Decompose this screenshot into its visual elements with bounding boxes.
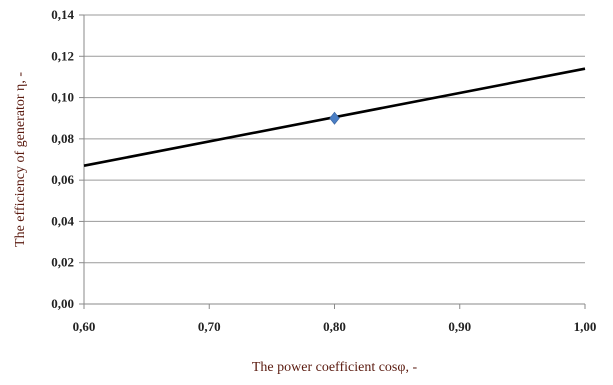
plot-area: [83, 67, 586, 167]
y-tick-label: 0,02: [51, 255, 74, 270]
x-tick-label: 1,00: [574, 319, 597, 334]
y-tick-label: 0,00: [51, 296, 74, 311]
y-tick-label: 0,08: [51, 131, 74, 146]
x-tick-label: 0,80: [323, 319, 346, 334]
axes: [79, 14, 586, 309]
data-point: [329, 111, 340, 125]
x-tick-label: 0,90: [448, 319, 471, 334]
x-tick-label: 0,60: [73, 319, 96, 334]
y-tick-label: 0,06: [51, 172, 74, 187]
y-tick-label: 0,12: [51, 48, 74, 63]
grid: [84, 14, 585, 264]
y-axis-title: The efficiency of generator η, -: [13, 72, 28, 247]
y-tick-label: 0,10: [51, 90, 74, 105]
x-axis-title: The power coefficient cosφ, -: [252, 360, 418, 375]
tick-labels: 0,00 0,02 0,04 0,06 0,08 0,10 0,12 0,14 0,60 0,70…: [51, 7, 596, 334]
y-tick-label: 0,04: [51, 213, 74, 228]
x-tick-label: 0,70: [198, 319, 221, 334]
y-tick-label: 0,14: [51, 7, 74, 22]
